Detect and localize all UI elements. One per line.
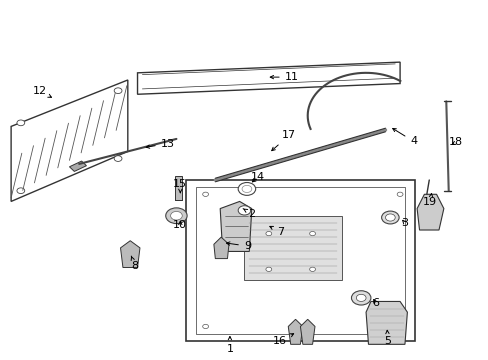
Circle shape: [114, 156, 122, 161]
Circle shape: [265, 231, 271, 236]
Polygon shape: [416, 194, 443, 230]
Text: 13: 13: [146, 139, 174, 149]
Text: 9: 9: [226, 241, 250, 251]
Circle shape: [396, 192, 402, 197]
Circle shape: [170, 211, 182, 220]
Bar: [175, 176, 182, 200]
Polygon shape: [287, 319, 302, 344]
Text: 12: 12: [33, 86, 51, 97]
Circle shape: [238, 206, 250, 215]
Circle shape: [202, 324, 208, 329]
Text: 5: 5: [384, 330, 390, 346]
Bar: [244, 216, 341, 280]
Text: 8: 8: [131, 256, 139, 271]
Polygon shape: [300, 319, 314, 344]
Circle shape: [356, 294, 366, 301]
Text: 14: 14: [250, 172, 264, 182]
Circle shape: [165, 208, 187, 224]
Text: 1: 1: [226, 337, 233, 354]
Text: 7: 7: [269, 226, 284, 237]
Text: 3: 3: [401, 218, 407, 228]
Circle shape: [265, 267, 271, 271]
Text: 19: 19: [422, 194, 436, 207]
Circle shape: [351, 291, 370, 305]
Circle shape: [242, 185, 251, 193]
Circle shape: [114, 88, 122, 94]
Text: 16: 16: [272, 334, 293, 346]
Text: 18: 18: [448, 138, 462, 148]
Text: 10: 10: [173, 220, 187, 230]
Circle shape: [238, 183, 255, 195]
Circle shape: [309, 231, 315, 236]
Polygon shape: [366, 301, 407, 344]
Polygon shape: [120, 241, 140, 267]
Polygon shape: [213, 237, 228, 258]
Text: 2: 2: [243, 208, 255, 219]
Text: 17: 17: [271, 130, 296, 151]
Circle shape: [396, 324, 402, 329]
Text: 15: 15: [173, 179, 187, 193]
Circle shape: [202, 192, 208, 197]
Text: 6: 6: [371, 298, 379, 308]
Text: 11: 11: [270, 72, 298, 82]
Circle shape: [17, 188, 25, 194]
Text: 4: 4: [392, 129, 416, 147]
Circle shape: [385, 214, 394, 221]
Circle shape: [309, 267, 315, 271]
Polygon shape: [220, 202, 251, 251]
Circle shape: [381, 211, 398, 224]
Circle shape: [17, 120, 25, 126]
Polygon shape: [69, 161, 86, 171]
